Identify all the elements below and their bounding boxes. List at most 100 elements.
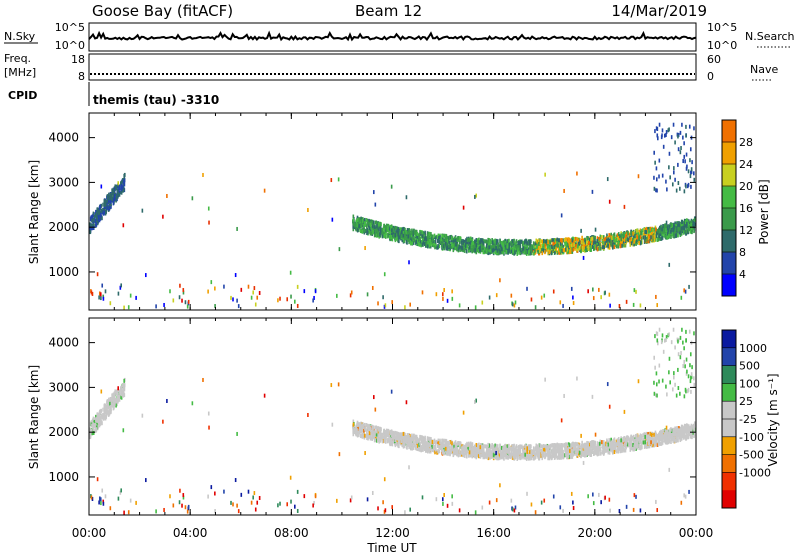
power-cell (587, 236, 589, 241)
power-cell (653, 227, 655, 232)
power-cell (120, 181, 122, 186)
power-cell (660, 236, 663, 241)
power-cell (643, 231, 646, 236)
power-cell (604, 290, 606, 295)
power-cell (474, 305, 477, 310)
power-cell (499, 243, 502, 248)
power-cell (97, 211, 100, 216)
power-cell (469, 236, 472, 241)
velocity-cell (109, 405, 112, 410)
velocity-cell (373, 428, 375, 433)
power-cell (394, 225, 397, 230)
power-cell (633, 288, 636, 293)
velocity-cell (611, 450, 614, 455)
power-cell (670, 230, 673, 235)
power-cell (421, 236, 424, 241)
power-cell (435, 235, 437, 240)
velocity-cell (411, 445, 414, 450)
power-cell (562, 303, 564, 308)
power-cell (622, 233, 625, 238)
power-cell (668, 262, 671, 267)
power-cell (684, 289, 687, 294)
power-cell (675, 224, 678, 229)
power-cell (680, 231, 683, 236)
power-cell (607, 240, 610, 245)
power-cell (390, 226, 392, 231)
power-cell (686, 219, 689, 224)
velocity-cell (115, 391, 117, 396)
power-cell (560, 213, 563, 218)
velocity-cell (443, 443, 446, 448)
power-cell (573, 242, 575, 247)
power-cell (381, 227, 384, 232)
power-cell (369, 229, 372, 234)
power-cell (655, 188, 657, 193)
power-cell (405, 230, 407, 235)
power-cell (387, 227, 389, 232)
power-cell (402, 233, 405, 238)
power-cell (135, 295, 137, 300)
power-cell (660, 135, 663, 140)
velocity-cell (478, 442, 480, 447)
power-cell (575, 240, 577, 245)
power-cell (643, 239, 646, 244)
velocity-cell (494, 443, 497, 448)
velocity-cell (102, 412, 104, 417)
power-cell (365, 228, 368, 233)
power-cell (460, 245, 463, 250)
power-cell (658, 122, 661, 127)
power-cell (650, 232, 653, 237)
velocity-cell (120, 388, 123, 393)
power-cell (384, 225, 387, 230)
power-cell (639, 303, 642, 308)
power-cell (653, 175, 655, 180)
power-cell (483, 246, 486, 251)
power-cell (629, 235, 632, 240)
colorbar-cell (722, 164, 736, 187)
power-cell (566, 250, 569, 255)
velocity-cell (92, 424, 94, 429)
power-cell (91, 226, 94, 231)
nave-tick-low: 0 (707, 70, 714, 83)
power-cell (519, 244, 521, 249)
power-cell (543, 293, 546, 298)
power-cell (683, 226, 685, 231)
power-cell (624, 243, 627, 248)
power-cell (388, 229, 391, 234)
power-cell (593, 241, 595, 246)
power-cell (423, 241, 426, 246)
velocity-cell (565, 448, 567, 453)
velocity-cell (635, 446, 637, 451)
power-cell (646, 232, 648, 237)
power-cell (531, 244, 533, 249)
colorbar-tick-label: 8 (739, 246, 746, 259)
power-cell (121, 185, 124, 190)
power-cell (513, 303, 516, 308)
power-cell (411, 228, 413, 233)
power-cell (102, 296, 105, 301)
velocity-cell (653, 432, 655, 437)
power-cell (522, 247, 524, 252)
power-cell (592, 287, 594, 292)
power-cell (408, 260, 410, 265)
power-cell (528, 244, 531, 249)
power-cell (567, 245, 570, 250)
velocity-cell (388, 434, 391, 439)
nsky-panel (88, 22, 697, 52)
nave-tick-high: 60 (707, 53, 721, 66)
power-cell (656, 126, 659, 131)
power-cell (621, 243, 623, 248)
power-cell (543, 239, 545, 244)
power-cell (689, 229, 692, 234)
power-cell (644, 238, 647, 243)
power-cell (607, 237, 609, 242)
power-cell (492, 248, 495, 253)
power-cell (475, 237, 478, 242)
power-cell (570, 243, 573, 248)
power-cell (426, 241, 429, 246)
power-cell (166, 193, 168, 198)
power-cell (599, 246, 602, 251)
power-cell (519, 240, 522, 245)
power-cell (599, 234, 602, 239)
power-cell (508, 248, 510, 253)
